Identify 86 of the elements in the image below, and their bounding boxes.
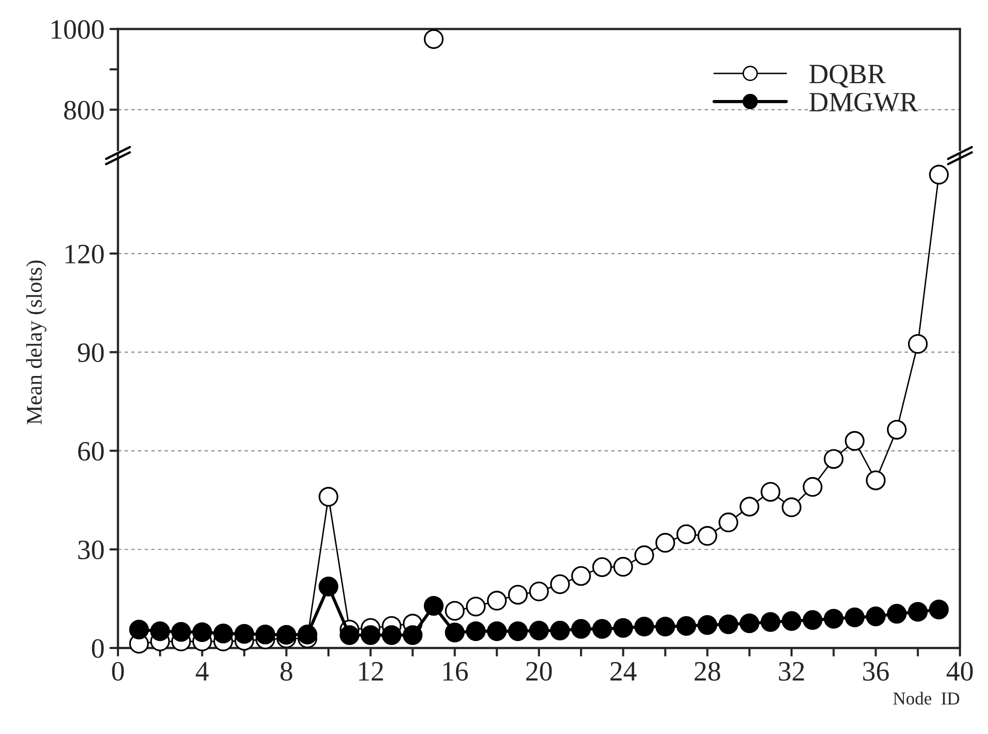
x-tick-label: 40 — [946, 662, 973, 681]
y-tick-label: 1000 — [52, 20, 104, 39]
point — [150, 621, 170, 642]
y-tick-label: 60 — [78, 442, 104, 461]
point — [529, 620, 549, 640]
point — [824, 449, 844, 469]
point — [318, 486, 338, 507]
point — [550, 574, 570, 594]
point — [676, 524, 696, 544]
point — [508, 584, 528, 605]
point — [360, 625, 380, 646]
x-tick-label: 32 — [778, 662, 804, 681]
point — [592, 619, 612, 639]
point — [634, 616, 654, 636]
point — [655, 532, 676, 553]
point — [697, 526, 718, 546]
x-tick-label: 4 — [196, 662, 209, 680]
point — [760, 612, 780, 632]
point — [740, 613, 760, 634]
x-tick-label: 8 — [280, 662, 292, 681]
x-tick-label: 0 — [112, 662, 124, 681]
point — [508, 621, 528, 642]
point — [234, 624, 254, 644]
point — [824, 608, 844, 629]
point — [318, 576, 338, 596]
x-tick-label: 12 — [359, 662, 383, 680]
point — [192, 622, 212, 642]
point — [886, 604, 907, 624]
point — [760, 482, 780, 502]
point — [866, 606, 886, 626]
legend-label: DMGWR — [809, 92, 918, 112]
point — [571, 566, 591, 586]
point — [486, 590, 507, 611]
y-tick-label: 120 — [66, 244, 104, 264]
point — [802, 610, 822, 630]
point — [929, 600, 949, 620]
point — [382, 625, 402, 646]
point — [466, 621, 486, 642]
point — [298, 624, 318, 644]
point — [782, 611, 802, 631]
x-tick-label: 28 — [694, 662, 720, 681]
y-tick-label: 800 — [64, 100, 104, 120]
point — [740, 496, 760, 517]
point — [402, 625, 423, 646]
point — [697, 615, 718, 635]
point — [424, 596, 444, 616]
y-tick-label: 90 — [78, 343, 104, 362]
legend-label: DQBR — [809, 64, 886, 88]
point — [866, 470, 886, 490]
point — [886, 420, 907, 440]
point — [340, 625, 360, 646]
point — [676, 616, 696, 636]
point — [444, 600, 465, 621]
point — [213, 624, 234, 644]
point — [908, 334, 928, 354]
point — [929, 164, 949, 185]
point — [276, 624, 296, 645]
x-tick-label: 24 — [610, 662, 637, 680]
point — [718, 614, 738, 634]
x-axis-title: Node ID — [893, 692, 960, 705]
point — [802, 477, 822, 497]
y-tick-label: 30 — [78, 540, 104, 560]
x-tick-label: 20 — [526, 662, 552, 681]
point — [613, 556, 634, 577]
point — [466, 596, 486, 616]
x-tick-label: 36 — [863, 662, 889, 681]
x-tick-label: 16 — [443, 662, 468, 681]
point — [171, 622, 191, 642]
point — [908, 602, 928, 622]
point — [634, 545, 654, 566]
point — [718, 512, 738, 532]
point — [844, 608, 865, 628]
point — [129, 620, 149, 640]
y-axis-title: Mean delay (slots) — [26, 260, 46, 424]
point — [592, 557, 612, 577]
point — [844, 431, 865, 451]
point — [782, 497, 802, 518]
point — [255, 624, 276, 644]
point — [550, 620, 570, 640]
point — [613, 618, 634, 638]
point — [571, 619, 591, 639]
point — [529, 582, 549, 602]
y-tick-label: 0 — [92, 639, 104, 658]
point — [486, 621, 507, 642]
point — [444, 622, 465, 642]
point — [655, 616, 676, 636]
